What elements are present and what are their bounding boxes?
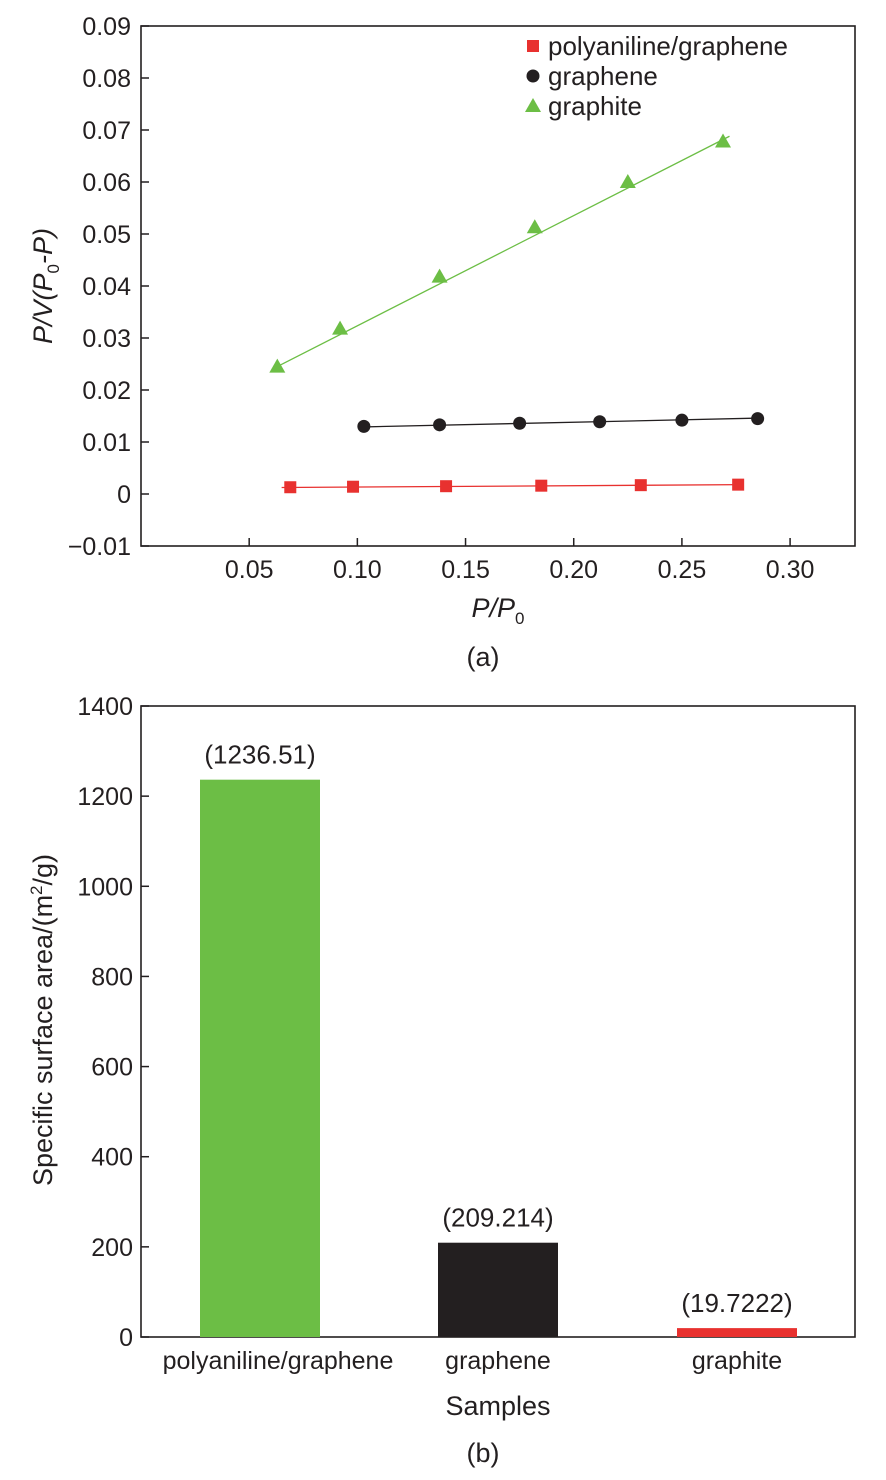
y-tick-label: 0.06	[82, 169, 131, 197]
data-points	[269, 133, 765, 494]
category-label: graphite	[692, 1347, 782, 1375]
y-tick-label: 400	[91, 1144, 133, 1172]
y-tick-label: 0.04	[82, 273, 131, 301]
bar	[200, 779, 320, 1337]
data-point	[347, 480, 360, 493]
data-label: (19.7222)	[681, 1288, 792, 1318]
y-tick-label: 0	[117, 481, 131, 509]
x-tick-label: 0.25	[658, 556, 707, 584]
data-point	[732, 478, 745, 491]
bar-panel-b: 0 200 400 600 800 1000 1200 1400 (1236.51) (209.…	[27, 693, 856, 1468]
data-point	[440, 480, 453, 493]
x-axis-b: polyaniline/graphene graphene graphite	[163, 1347, 783, 1375]
data-label: (1236.51)	[204, 740, 315, 770]
data-point	[513, 416, 527, 430]
bar	[438, 1242, 558, 1337]
y-tick-label: 0.01	[82, 429, 131, 457]
data-point	[269, 358, 286, 373]
data-point	[751, 412, 765, 426]
y-tick-label: 0.05	[82, 221, 131, 249]
data-point	[675, 413, 689, 427]
fit-line	[363, 417, 760, 428]
x-tick-label: 0.15	[441, 556, 490, 584]
data-point	[332, 320, 349, 335]
y-tick-label: 0.07	[82, 117, 131, 145]
y-axis-b: 0 200 400 600 800 1000 1200 1400	[77, 693, 149, 1352]
data-point	[634, 479, 647, 492]
plot-frame-a	[140, 25, 856, 547]
data-point	[619, 174, 636, 188]
y-tick-label: 0.09	[82, 13, 131, 41]
y-axis-a: −0.01 0 0.01 0.02 0.03 0.04 0.05 0.06 0.07 0.08 0.…	[68, 13, 149, 561]
legend-label: polyaniline/graphene	[548, 31, 788, 61]
x-tick-label: 0.10	[333, 556, 382, 584]
fit-lines	[277, 135, 760, 489]
x-axis-label-b: Samples	[445, 1391, 550, 1421]
y-tick-label: 0.08	[82, 65, 131, 93]
panel-label-a: (a)	[467, 642, 500, 672]
legend-marker	[525, 98, 541, 112]
legend-marker	[526, 69, 540, 83]
bar	[677, 1328, 797, 1337]
data-label: (209.214)	[442, 1203, 553, 1233]
y-axis-label-b: Specific surface area/(m2/g)	[27, 854, 58, 1186]
x-tick-label: 0.05	[225, 556, 274, 584]
y-tick-label: 0	[119, 1324, 133, 1352]
x-tick-label: 0.20	[549, 556, 598, 584]
y-tick-label: 1400	[77, 693, 133, 721]
legend-label: graphene	[548, 61, 658, 91]
data-point	[593, 415, 607, 429]
legend-label: graphite	[548, 91, 642, 121]
category-label: graphene	[445, 1347, 551, 1375]
data-point	[535, 479, 548, 492]
y-axis-label-a: P/V(P0-P)	[28, 228, 63, 344]
category-label: polyaniline/graphene	[163, 1347, 394, 1375]
y-tick-label: 0.02	[82, 377, 131, 405]
y-tick-label: −0.01	[68, 533, 131, 561]
y-tick-label: 800	[91, 963, 133, 991]
x-tick-label: 0.30	[766, 556, 815, 584]
fit-line	[277, 135, 730, 368]
data-point	[433, 418, 447, 432]
data-point	[715, 133, 732, 148]
data-point	[431, 268, 448, 283]
bars: (1236.51) (209.214) (19.7222)	[200, 740, 797, 1337]
x-axis-label-a: P/P0	[472, 593, 525, 628]
y-tick-label: 200	[91, 1234, 133, 1262]
panel-label-b: (b)	[467, 1438, 500, 1468]
y-tick-label: 600	[91, 1054, 133, 1082]
data-point	[357, 419, 371, 433]
data-point	[284, 481, 297, 494]
x-axis-a: 0.05 0.10 0.15 0.20 0.25 0.30	[225, 538, 815, 584]
y-tick-label: 1000	[77, 873, 133, 901]
data-point	[526, 219, 543, 234]
legend-marker	[527, 40, 539, 52]
scatter-panel-a: 0.05 0.10 0.15 0.20 0.25 0.30 −0.01 0 0.01 0.02 0…	[28, 13, 856, 672]
y-tick-label: 0.03	[82, 325, 131, 353]
y-tick-label: 1200	[77, 783, 133, 811]
